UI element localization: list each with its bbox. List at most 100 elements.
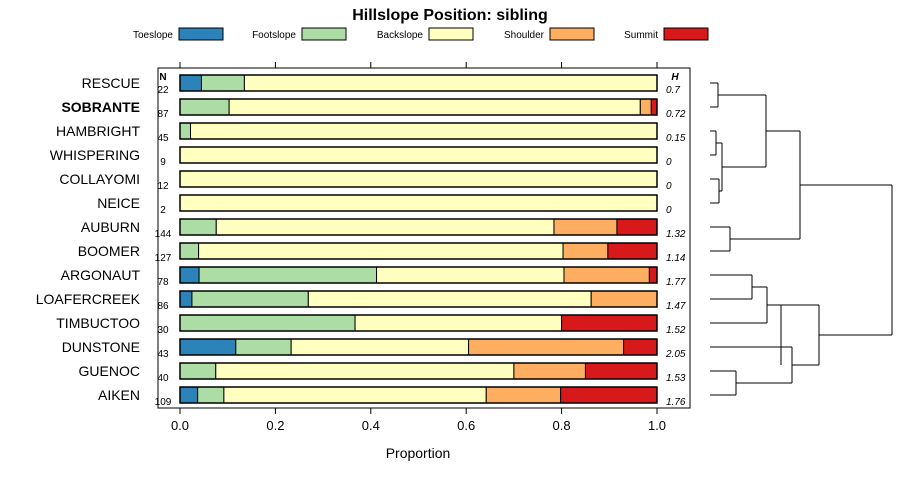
h-value: 0 [666,205,672,216]
n-value: 127 [155,253,172,264]
bar-segment-footslope [179,98,230,116]
legend-label-shoulder: Shoulder [504,30,545,41]
h-value: 0.72 [666,109,686,120]
legend: Toeslope Footslope Backslope Shoulder Summit [133,27,709,41]
dendrogram-branch [720,142,737,191]
dendrogram-branch [710,287,781,324]
bar-segment-shoulder [553,218,618,236]
bar-segment-toeslope [179,290,193,308]
legend-swatch-backslope [428,27,474,41]
bar-segment-summit [650,98,658,116]
x-tick-label: 0.8 [553,418,571,433]
bar-segment-footslope [198,266,378,284]
bar-outline [179,290,658,308]
bar-outline [179,386,658,404]
x-tick-label: 0.2 [266,418,284,433]
bar-segment-backslope [179,170,658,188]
chart-title: Hillslope Position: sibling [352,7,548,24]
h-value: 1.47 [666,301,686,312]
bar-segment-summit [616,218,658,236]
row-label: SOBRANTE [61,99,140,115]
dendrogram-branch [710,82,726,108]
legend-swatch-footslope [301,27,347,41]
n-value: 43 [157,349,169,360]
legend-swatch-shoulder [549,27,595,41]
bar-segment-footslope [235,338,292,356]
legend-label-toeslope: Toeslope [133,30,173,41]
bar-segment-shoulder [485,386,562,404]
bar-segment-toeslope [179,386,199,404]
bar-segment-backslope [307,290,592,308]
x-tick-label: 0.6 [457,418,475,433]
bar-segment-footslope [197,386,225,404]
bar-segment-footslope [179,218,217,236]
row-label: WHISPERING [50,147,140,163]
n-value: 30 [157,325,169,336]
row-label: DUNSTONE [62,339,140,355]
x-axis-title: Proportion [386,445,451,461]
row-rescue: RESCUE 22 0.7 [82,74,680,96]
row-label: AIKEN [98,387,140,403]
n-value: 2 [160,205,166,216]
bar-outline [179,218,658,236]
n-value: 109 [155,397,172,408]
bar-segment-summit [584,362,658,380]
row-auburn: AUBURN 144 1.32 [81,218,686,240]
row-label: GUENOC [79,363,140,379]
h-value: 1.76 [666,397,686,408]
row-whispering: WHISPERING 9 0 [50,146,672,168]
legend-label-summit: Summit [624,30,658,41]
bar-segment-backslope [198,242,564,260]
n-column-header: N [159,72,166,83]
dendrogram-branch [710,370,792,396]
x-tick-label: 1.0 [648,418,666,433]
bar-segment-summit [607,242,658,260]
bar-segment-summit [623,338,658,356]
bar-segment-summit [648,266,658,284]
row-argonaut: ARGONAUT 78 1.77 [61,266,686,288]
bar-outline [179,146,658,164]
x-axis: 0.0 0.2 0.4 0.6 0.8 1.0 [171,62,666,433]
bar-outline [179,170,658,188]
legend-label-footslope: Footslope [252,30,296,41]
h-value: 1.53 [666,373,686,384]
dendrogram-branch [726,94,800,168]
h-value: 1.77 [666,277,686,288]
row-sobrante: SOBRANTE 87 0.72 [61,98,686,120]
bar-segment-backslope [179,146,658,164]
dendrogram [710,82,893,396]
bar-segment-backslope [376,266,565,284]
bar-segment-backslope [189,122,658,140]
dendrogram-branch [710,178,722,204]
legend-swatch-summit [663,27,709,41]
bar-segment-summit [561,314,658,332]
row-label: COLLAYOMI [59,171,140,187]
bar-outline [179,242,658,260]
row-label: HAMBRIGHT [56,123,140,139]
n-value: 87 [157,109,169,120]
row-hambright: HAMBRIGHT 45 0.15 [56,122,686,144]
bar-segment-toeslope [179,338,237,356]
h-column-header: H [671,72,679,83]
row-label: NEICE [97,195,140,211]
h-value: 2.05 [665,349,686,360]
bar-segment-summit [560,386,658,404]
h-value: 0.15 [666,133,686,144]
dendrogram-branch [780,304,892,365]
dendrogram-branch [710,274,767,300]
row-guenoc: GUENOC 40 1.53 [79,362,686,384]
bar-segment-shoulder [563,266,650,284]
n-value: 40 [157,373,169,384]
row-loafercreek: LOAFERCREEK 86 1.47 [36,290,686,312]
legend-swatch-toeslope [178,27,224,41]
bar-outline [179,338,658,356]
bar-outline [179,362,658,380]
row-label: BOOMER [78,243,140,259]
x-tick-label: 0.4 [362,418,380,433]
n-value: 9 [160,157,166,168]
bar-outline [179,74,658,92]
h-value: 1.32 [666,229,686,240]
bar-outline [179,266,658,284]
row-boomer: BOOMER 127 1.14 [78,242,686,264]
